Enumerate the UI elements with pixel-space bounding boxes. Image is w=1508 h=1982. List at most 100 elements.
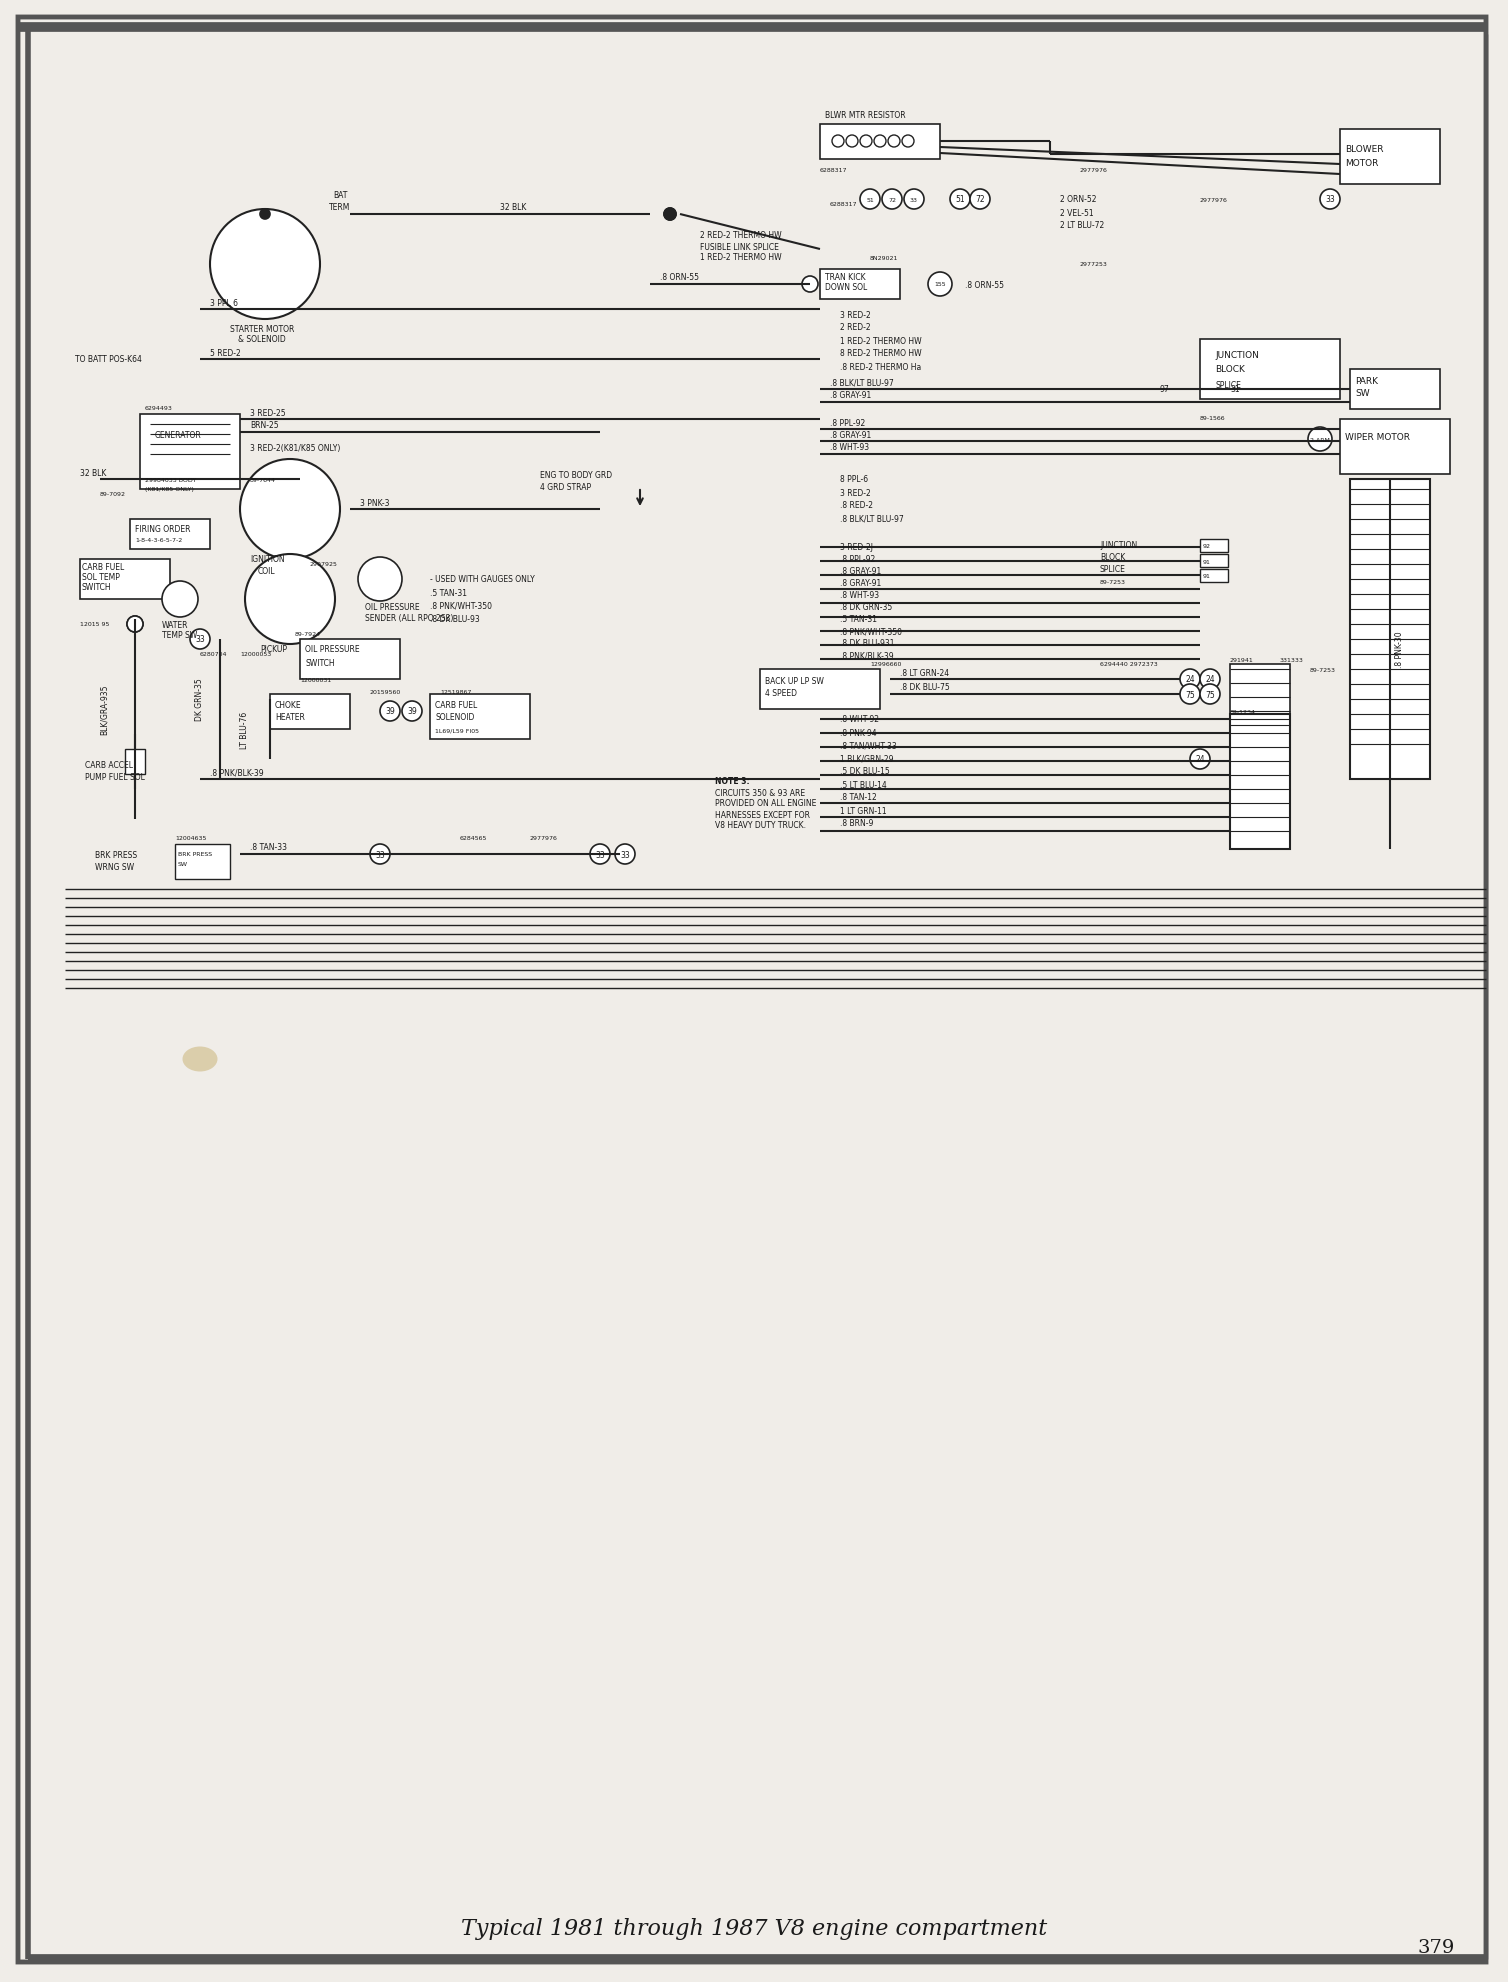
- Text: SW: SW: [1356, 388, 1369, 398]
- Circle shape: [259, 210, 270, 220]
- Text: SWITCH: SWITCH: [81, 583, 112, 593]
- Text: 91: 91: [1203, 559, 1211, 565]
- Text: 2 RED-2 THERMO HW: 2 RED-2 THERMO HW: [700, 230, 781, 240]
- Text: 6288317: 6288317: [820, 166, 847, 172]
- Text: .8 DK BLU-75: .8 DK BLU-75: [900, 684, 950, 692]
- Circle shape: [190, 630, 210, 650]
- Text: .8 PNK/WHT-350: .8 PNK/WHT-350: [430, 601, 492, 610]
- Text: 32 BLK: 32 BLK: [501, 204, 526, 212]
- Text: PUMP FUEL SOL: PUMP FUEL SOL: [84, 773, 145, 781]
- Text: .8 PNK-94: .8 PNK-94: [840, 727, 876, 737]
- Text: CARB FUEL: CARB FUEL: [434, 700, 477, 710]
- Text: 89-7092: 89-7092: [100, 492, 127, 497]
- Bar: [1231, 664, 1289, 739]
- Bar: [1350, 371, 1440, 410]
- Text: 89-7253: 89-7253: [1310, 668, 1336, 672]
- Text: 5 RED-2: 5 RED-2: [210, 349, 241, 357]
- Text: 89-7924: 89-7924: [296, 632, 321, 636]
- Text: WATER: WATER: [161, 620, 188, 628]
- Text: .5 TAN-31: .5 TAN-31: [430, 589, 467, 597]
- Text: BLWR MTR RESISTOR: BLWR MTR RESISTOR: [825, 111, 906, 119]
- Text: OIL PRESSURE: OIL PRESSURE: [365, 603, 419, 612]
- Text: 31: 31: [1231, 385, 1240, 394]
- Text: PARK: PARK: [1356, 377, 1378, 386]
- Text: IGNITION: IGNITION: [250, 555, 285, 565]
- Text: 51: 51: [866, 198, 873, 202]
- Circle shape: [380, 702, 400, 721]
- Circle shape: [950, 190, 970, 210]
- Text: BRK PRESS: BRK PRESS: [178, 852, 213, 856]
- Text: 2 RED-2: 2 RED-2: [840, 323, 870, 333]
- Text: 8 PPL-6: 8 PPL-6: [840, 476, 869, 484]
- Text: 379: 379: [1418, 1938, 1455, 1956]
- Text: 33: 33: [620, 850, 630, 858]
- Text: 6294440 2972373: 6294440 2972373: [1099, 662, 1158, 668]
- Circle shape: [888, 137, 900, 149]
- Text: .8 WHT-93: .8 WHT-93: [840, 591, 879, 601]
- Text: 4 GRD STRAP: 4 GRD STRAP: [540, 482, 591, 492]
- Text: DK GRN-35: DK GRN-35: [195, 678, 204, 721]
- Text: 6280704: 6280704: [201, 652, 228, 658]
- Text: .8 BRN-9: .8 BRN-9: [840, 819, 873, 828]
- Text: 89-1566: 89-1566: [1200, 416, 1226, 420]
- Text: 20159560: 20159560: [369, 690, 401, 694]
- Text: 331333: 331333: [1280, 658, 1304, 662]
- Bar: [820, 270, 900, 299]
- Circle shape: [1200, 684, 1220, 706]
- Text: 29984033 BODY: 29984033 BODY: [145, 478, 196, 482]
- Text: HEATER: HEATER: [274, 714, 305, 721]
- Circle shape: [1307, 428, 1332, 452]
- Text: .5 DK BLU-15: .5 DK BLU-15: [840, 767, 890, 777]
- Text: 291941: 291941: [1231, 658, 1253, 662]
- Circle shape: [369, 844, 391, 864]
- Bar: [140, 414, 240, 490]
- Text: NOTE 3:: NOTE 3:: [715, 777, 749, 787]
- Text: 89-1234: 89-1234: [1231, 710, 1256, 714]
- Bar: [430, 694, 529, 739]
- Circle shape: [161, 581, 198, 618]
- Text: PROVIDED ON ALL ENGINE: PROVIDED ON ALL ENGINE: [715, 799, 816, 809]
- Text: GENERATOR: GENERATOR: [155, 430, 202, 440]
- Text: 3 RED-2J: 3 RED-2J: [840, 543, 873, 553]
- Circle shape: [846, 137, 858, 149]
- Circle shape: [403, 702, 422, 721]
- Text: FUSIBLE LINK SPLICE: FUSIBLE LINK SPLICE: [700, 242, 778, 252]
- Text: .8 WHT-92: .8 WHT-92: [840, 716, 879, 723]
- Text: (K81/K85 ONLY): (K81/K85 ONLY): [145, 488, 195, 492]
- Text: 12519867: 12519867: [440, 690, 472, 694]
- Text: 2977976: 2977976: [1080, 166, 1108, 172]
- Text: 91: 91: [1203, 575, 1211, 579]
- Text: .8 PNK/BLK-39: .8 PNK/BLK-39: [210, 769, 264, 777]
- Text: 32 BLK: 32 BLK: [80, 468, 107, 478]
- Text: ENG TO BODY GRD: ENG TO BODY GRD: [540, 470, 612, 480]
- Text: BLOCK: BLOCK: [1099, 553, 1125, 561]
- Bar: [270, 694, 350, 729]
- Circle shape: [127, 616, 143, 632]
- Text: TEMP SW: TEMP SW: [161, 630, 198, 638]
- Text: STARTER MOTOR: STARTER MOTOR: [231, 325, 294, 335]
- Text: .8 DK GRN-35: .8 DK GRN-35: [840, 603, 893, 612]
- Text: 1 LT GRN-11: 1 LT GRN-11: [840, 807, 887, 815]
- Bar: [1200, 555, 1228, 567]
- Circle shape: [1190, 749, 1209, 769]
- Text: .8 PPL-92: .8 PPL-92: [829, 418, 866, 428]
- Text: 3 PPL 6: 3 PPL 6: [210, 299, 238, 307]
- Text: .8 GRAY-91: .8 GRAY-91: [840, 579, 881, 589]
- Text: 2 VEL-51: 2 VEL-51: [1060, 208, 1093, 218]
- Text: 1 RED-2 THERMO HW: 1 RED-2 THERMO HW: [700, 254, 781, 262]
- Text: OIL PRESSURE: OIL PRESSURE: [305, 646, 359, 654]
- Text: 97: 97: [1160, 385, 1170, 394]
- Text: 24: 24: [1205, 676, 1215, 684]
- Text: DOWN SOL: DOWN SOL: [825, 283, 867, 293]
- Circle shape: [615, 844, 635, 864]
- Text: 1-8-4-3-6-5-7-2: 1-8-4-3-6-5-7-2: [136, 537, 182, 543]
- Circle shape: [802, 277, 817, 293]
- Text: 3 RED-25: 3 RED-25: [250, 408, 285, 418]
- Text: .8 GRAY-91: .8 GRAY-91: [840, 567, 881, 577]
- Circle shape: [875, 137, 887, 149]
- Text: .8 PNK/WHT-350: .8 PNK/WHT-350: [840, 626, 902, 636]
- Text: JUNCTION: JUNCTION: [1099, 541, 1137, 549]
- Text: 2977976: 2977976: [1200, 198, 1228, 202]
- Text: COIL: COIL: [258, 567, 276, 577]
- Text: BLOCK: BLOCK: [1215, 365, 1246, 375]
